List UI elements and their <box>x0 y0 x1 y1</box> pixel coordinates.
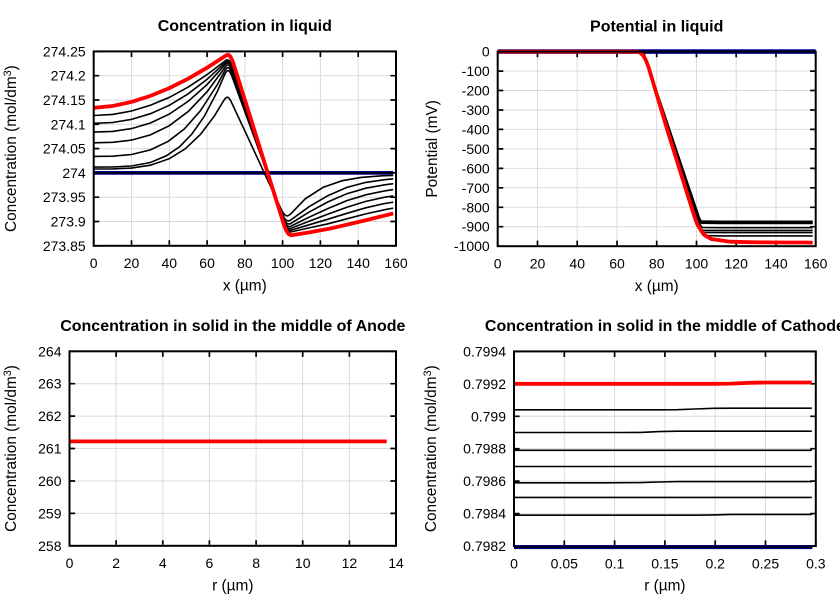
svg-text:261: 261 <box>38 441 62 457</box>
svg-text:-100: -100 <box>462 63 490 79</box>
svg-text:40: 40 <box>162 255 178 271</box>
svg-text:20: 20 <box>530 256 546 272</box>
svg-text:-900: -900 <box>462 219 490 235</box>
svg-text:14: 14 <box>388 555 404 571</box>
svg-text:160: 160 <box>384 255 408 271</box>
svg-text:-800: -800 <box>462 199 490 215</box>
svg-text:0.2: 0.2 <box>705 555 725 571</box>
svg-text:100: 100 <box>685 256 709 272</box>
svg-text:0.05: 0.05 <box>551 555 578 571</box>
svg-text:80: 80 <box>649 256 665 272</box>
svg-text:274: 274 <box>62 165 86 181</box>
svg-text:140: 140 <box>347 255 371 271</box>
svg-text:0.1: 0.1 <box>605 555 625 571</box>
svg-text:0.7992: 0.7992 <box>463 376 506 392</box>
svg-text:0: 0 <box>90 255 98 271</box>
svg-text:r (µm): r (µm) <box>212 578 253 595</box>
svg-text:60: 60 <box>609 256 625 272</box>
svg-text:274.2: 274.2 <box>51 68 86 84</box>
svg-text:100: 100 <box>271 255 295 271</box>
svg-text:120: 120 <box>309 255 333 271</box>
svg-text:Concentration in solid in the: Concentration in solid in the middle of … <box>60 318 405 335</box>
svg-text:r (µm): r (µm) <box>644 578 685 595</box>
svg-text:273.95: 273.95 <box>43 189 86 205</box>
svg-text:274.1: 274.1 <box>51 116 86 132</box>
svg-text:x (µm): x (µm) <box>635 278 679 295</box>
svg-text:40: 40 <box>569 256 585 272</box>
svg-text:-300: -300 <box>462 102 490 118</box>
svg-text:-600: -600 <box>462 160 490 176</box>
svg-text:-500: -500 <box>462 141 490 157</box>
svg-text:Potential (mV): Potential (mV) <box>424 100 441 198</box>
svg-text:2: 2 <box>112 555 120 571</box>
svg-text:10: 10 <box>295 555 311 571</box>
svg-text:140: 140 <box>764 256 788 272</box>
svg-text:0.7994: 0.7994 <box>463 343 506 359</box>
svg-text:6: 6 <box>206 555 214 571</box>
svg-text:Concentration (mol/dm3): Concentration (mol/dm3) <box>2 65 20 232</box>
svg-text:0.7988: 0.7988 <box>463 441 506 457</box>
svg-text:-200: -200 <box>462 83 490 99</box>
svg-text:Concentration (mol/dm3): Concentration (mol/dm3) <box>422 365 440 532</box>
svg-text:0: 0 <box>510 555 518 571</box>
svg-text:Concentration (mol/dm3): Concentration (mol/dm3) <box>2 365 20 532</box>
svg-text:120: 120 <box>725 256 749 272</box>
svg-text:0.7986: 0.7986 <box>463 473 506 489</box>
svg-text:0.15: 0.15 <box>651 555 678 571</box>
svg-text:0.799: 0.799 <box>471 408 506 424</box>
svg-text:Concentration in liquid: Concentration in liquid <box>158 18 332 35</box>
svg-text:274.15: 274.15 <box>43 92 86 108</box>
svg-text:8: 8 <box>252 555 260 571</box>
svg-text:273.9: 273.9 <box>51 214 86 230</box>
svg-text:Potential in liquid: Potential in liquid <box>590 18 723 35</box>
svg-text:0.7982: 0.7982 <box>463 538 506 554</box>
svg-text:Concentration in solid in the: Concentration in solid in the middle of … <box>485 318 840 335</box>
svg-text:160: 160 <box>804 256 828 272</box>
svg-text:0.3: 0.3 <box>806 555 826 571</box>
svg-text:0: 0 <box>494 256 502 272</box>
svg-text:x (µm): x (µm) <box>223 278 267 295</box>
svg-text:60: 60 <box>199 255 215 271</box>
svg-text:0.25: 0.25 <box>752 555 779 571</box>
svg-text:263: 263 <box>38 376 62 392</box>
svg-text:262: 262 <box>38 408 62 424</box>
svg-text:274.25: 274.25 <box>43 43 86 59</box>
svg-text:0: 0 <box>66 555 74 571</box>
svg-text:4: 4 <box>159 555 167 571</box>
svg-text:0: 0 <box>482 44 490 60</box>
svg-text:-400: -400 <box>462 121 490 137</box>
svg-text:258: 258 <box>38 538 62 554</box>
svg-text:274.05: 274.05 <box>43 141 86 157</box>
svg-text:80: 80 <box>237 255 253 271</box>
svg-text:-1000: -1000 <box>454 238 490 254</box>
svg-text:264: 264 <box>38 343 62 359</box>
svg-text:0.7984: 0.7984 <box>463 506 506 522</box>
svg-text:12: 12 <box>342 555 358 571</box>
svg-text:273.85: 273.85 <box>43 238 86 254</box>
svg-text:260: 260 <box>38 473 62 489</box>
svg-text:20: 20 <box>124 255 140 271</box>
svg-text:-700: -700 <box>462 180 490 196</box>
svg-text:259: 259 <box>38 505 62 521</box>
